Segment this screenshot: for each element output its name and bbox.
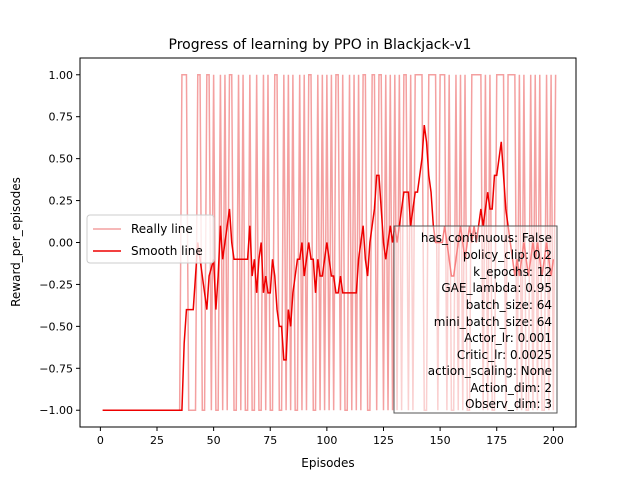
x-tick-label: 100 — [316, 434, 337, 447]
y-axis-label: Reward_per_episodes — [9, 177, 23, 307]
legend: Really line Smooth line — [86, 214, 215, 264]
y-tick-label: −0.25 — [39, 278, 73, 291]
x-tick-label: 0 — [97, 434, 104, 447]
hyperparameter-line: batch_size: 64 — [466, 298, 552, 312]
y-tick-label: 0.25 — [49, 195, 74, 208]
hyperparameter-line: Actor_lr: 0.001 — [464, 331, 552, 345]
hyperparameter-line: action_scaling: None — [428, 364, 552, 378]
hyperparameter-line: GAE_lambda: 0.95 — [441, 281, 552, 295]
x-tick-label: 75 — [263, 434, 277, 447]
x-axis: 0 25 50 75 100 125 150 175 200 — [97, 427, 564, 447]
hyperparameter-line: Action_dim: 2 — [470, 381, 552, 395]
y-tick-label: −0.75 — [39, 362, 73, 375]
y-tick-label: −0.50 — [39, 320, 73, 333]
hyperparameter-box-frame — [393, 225, 558, 414]
chart-title: Progress of learning by PPO in Blackjack… — [169, 37, 472, 53]
x-axis-label: Episodes — [301, 456, 354, 470]
y-tick-label: 0.75 — [49, 111, 74, 124]
y-tick-label: −1.00 — [39, 404, 73, 417]
hyperparameter-line: Critic_lr: 0.0025 — [457, 348, 552, 362]
y-tick-label: 0.00 — [49, 237, 74, 250]
smooth-line-path — [102, 124, 555, 411]
hyperparameter-line: policy_clip: 0.2 — [463, 248, 552, 262]
x-tick-label: 125 — [373, 434, 394, 447]
plot-area — [102, 74, 557, 411]
hyperparameter-line: Observ_dim: 3 — [465, 397, 552, 411]
y-axis: −1.00 −0.75 −0.50 −0.25 0.00 0.25 0.50 0.75 1.00 — [39, 69, 80, 417]
x-tick-label: 200 — [543, 434, 564, 447]
hyperparameter-line: k_epochs: 12 — [473, 265, 552, 279]
smooth-line-series — [102, 124, 555, 411]
legend-label-really-line: Really line — [131, 222, 193, 236]
hyperparameter-box: has_continuous: False policy_clip: 0.2 k… — [393, 225, 558, 414]
hyperparameter-line: has_continuous: False — [421, 231, 552, 245]
hyperparameter-line: mini_batch_size: 64 — [434, 315, 552, 329]
x-tick-label: 175 — [486, 434, 507, 447]
x-tick-label: 150 — [430, 434, 451, 447]
x-tick-label: 50 — [207, 434, 221, 447]
x-tick-label: 25 — [150, 434, 164, 447]
y-tick-label: 1.00 — [49, 69, 74, 82]
y-tick-label: 0.50 — [49, 153, 74, 166]
legend-label-smooth-line: Smooth line — [131, 244, 203, 258]
